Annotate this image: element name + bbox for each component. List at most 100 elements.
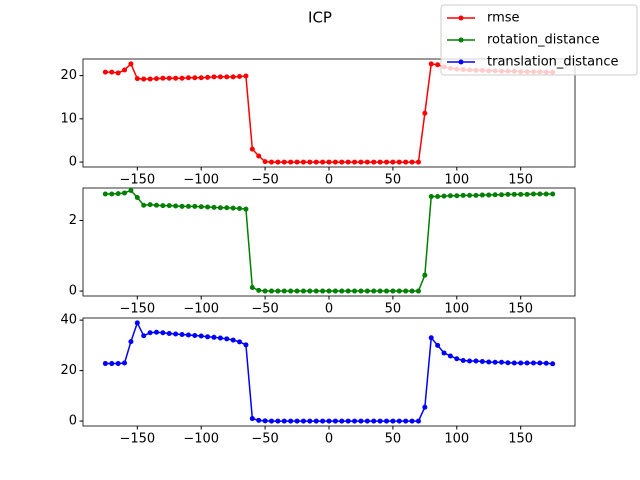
point — [345, 288, 351, 294]
legend-label: rmse — [487, 11, 520, 26]
point — [198, 204, 204, 210]
point — [262, 418, 268, 424]
point — [192, 203, 198, 209]
point — [358, 288, 364, 294]
point — [141, 76, 147, 82]
point — [147, 330, 153, 336]
point — [313, 418, 319, 424]
point — [486, 359, 492, 365]
point — [102, 361, 108, 367]
point — [384, 418, 390, 424]
point — [326, 288, 332, 294]
point — [173, 331, 179, 337]
point — [115, 70, 121, 76]
point — [332, 288, 338, 294]
y-tick-label: 0 — [69, 284, 77, 299]
point — [441, 350, 447, 356]
point — [128, 61, 134, 67]
point — [460, 358, 466, 364]
x-tick-label: 50 — [385, 173, 402, 188]
point — [102, 69, 108, 75]
point — [288, 288, 294, 294]
point — [377, 159, 383, 165]
point — [358, 418, 364, 424]
point — [243, 206, 249, 212]
point — [243, 73, 249, 79]
x-tick-label: −150 — [119, 432, 155, 447]
point — [134, 195, 140, 201]
x-tick-label: −50 — [251, 302, 278, 317]
point — [384, 159, 390, 165]
point — [396, 418, 402, 424]
series-line — [105, 62, 553, 163]
point — [479, 192, 485, 198]
point — [537, 360, 543, 366]
point — [249, 416, 255, 422]
point — [364, 288, 370, 294]
legend-box — [440, 4, 638, 76]
point — [166, 203, 172, 209]
x-tick-label: −100 — [183, 173, 219, 188]
point — [415, 159, 421, 165]
point — [524, 360, 530, 366]
point — [486, 192, 492, 198]
point — [185, 203, 191, 209]
x-tick-label: −150 — [119, 302, 155, 317]
point — [275, 418, 281, 424]
point — [537, 191, 543, 197]
point — [332, 418, 338, 424]
x-tick-label: 150 — [508, 302, 533, 317]
x-tick-label: −100 — [183, 302, 219, 317]
point — [313, 288, 319, 294]
point — [268, 288, 274, 294]
point — [441, 193, 447, 199]
x-tick-label: −50 — [251, 173, 278, 188]
point — [230, 337, 236, 343]
point — [511, 360, 517, 366]
point — [543, 191, 549, 197]
point — [185, 75, 191, 81]
x-tick-label: 0 — [325, 173, 333, 188]
point — [198, 333, 204, 339]
point — [102, 191, 108, 197]
point — [352, 159, 358, 165]
point — [300, 288, 306, 294]
series-line — [105, 189, 553, 292]
point — [217, 74, 223, 80]
point — [460, 192, 466, 198]
point — [339, 159, 345, 165]
point — [262, 288, 268, 294]
point — [173, 203, 179, 209]
point — [364, 159, 370, 165]
point — [320, 159, 326, 165]
y-tick-label: 0 — [69, 414, 77, 429]
point — [281, 418, 287, 424]
x-tick-label: 100 — [444, 432, 469, 447]
point — [153, 329, 159, 335]
x-tick-label: 50 — [385, 432, 402, 447]
point — [122, 190, 128, 196]
point — [403, 418, 409, 424]
point — [205, 334, 211, 340]
point — [147, 202, 153, 208]
point — [518, 360, 524, 366]
point — [134, 76, 140, 82]
point — [511, 191, 517, 197]
point — [300, 159, 306, 165]
x-tick-label: 50 — [385, 302, 402, 317]
point — [262, 159, 268, 165]
point — [115, 361, 121, 367]
point — [281, 288, 287, 294]
point — [364, 418, 370, 424]
point — [288, 159, 294, 165]
point — [249, 285, 255, 291]
point — [160, 75, 166, 81]
point — [454, 193, 460, 199]
point — [166, 75, 172, 81]
point — [543, 360, 549, 366]
point — [352, 288, 358, 294]
point — [352, 418, 358, 424]
point — [326, 159, 332, 165]
point — [217, 335, 223, 341]
